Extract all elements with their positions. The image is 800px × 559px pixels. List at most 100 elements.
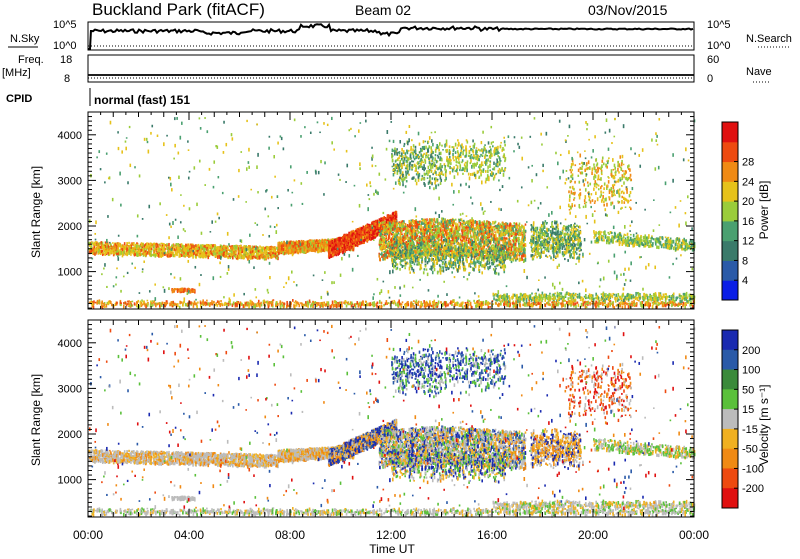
power-cell [273, 299, 275, 301]
power-cell [512, 301, 514, 303]
power-cell [492, 303, 494, 305]
power-cell [221, 303, 223, 305]
power-cell [224, 303, 226, 306]
power-cell [327, 303, 329, 306]
power-cell [257, 305, 259, 307]
power-cell [217, 304, 219, 307]
power-cell [172, 305, 174, 307]
nsky-right-tick-low: 10^0 [707, 40, 731, 52]
power-cell [469, 300, 471, 302]
power-cell [667, 296, 669, 298]
power-cell [668, 302, 670, 304]
power-cell [560, 298, 562, 300]
power-cell [253, 303, 255, 306]
power-cell [143, 301, 145, 304]
power-cell [564, 300, 566, 302]
power-cell [353, 304, 355, 306]
power-cell [155, 303, 157, 307]
power-cell [445, 305, 447, 308]
power-cell [551, 298, 553, 301]
power-cell [471, 306, 473, 309]
power-cell [130, 304, 132, 307]
power-cell [92, 305, 94, 307]
power-cell [161, 305, 163, 307]
power-cell [413, 305, 415, 309]
power-cell [235, 303, 237, 307]
power-cell [172, 301, 174, 305]
power-cell [236, 303, 238, 307]
power-cell [538, 303, 540, 305]
power-cell [560, 303, 562, 305]
power-cell [556, 302, 558, 305]
power-cell [374, 304, 376, 307]
power-cell [128, 305, 130, 307]
power-cell [334, 304, 336, 307]
power-cell [190, 301, 192, 304]
power-cell [684, 303, 686, 307]
power-cell [362, 301, 364, 304]
power-cell [489, 306, 491, 308]
power-cell [578, 304, 580, 307]
nsky-left-tick-high: 10^5 [53, 19, 77, 31]
power-cell [162, 302, 164, 305]
power-cell [457, 302, 459, 304]
power-cell [454, 304, 456, 306]
power-cell [413, 300, 415, 302]
power-cell [658, 302, 660, 304]
power-cell [495, 299, 497, 301]
power-cell [669, 295, 671, 298]
power-cell [254, 303, 256, 307]
power-cell [456, 304, 458, 306]
power-cell [487, 302, 489, 305]
power-cell [310, 305, 312, 308]
power-cell [481, 302, 483, 304]
power-cell [363, 303, 365, 306]
power-cell [282, 302, 284, 304]
power-cell [311, 303, 313, 307]
power-cell [485, 304, 487, 306]
power-cell [241, 303, 243, 306]
power-cell [206, 300, 208, 302]
power-cell [152, 304, 154, 306]
power-cell [476, 301, 478, 304]
power-cell [652, 303, 654, 305]
power-cell [444, 301, 446, 305]
power-cell [365, 301, 367, 303]
power-cell [134, 303, 136, 305]
power-cell [272, 303, 274, 306]
power-cell [531, 303, 533, 307]
power-cell [652, 305, 654, 308]
power-cell [540, 302, 542, 305]
power-cell [581, 303, 583, 307]
power-cell [398, 300, 400, 303]
cpid-label: CPID [6, 93, 32, 105]
power-cell [577, 294, 579, 296]
power-cell [611, 303, 613, 305]
power-cell [446, 304, 448, 306]
power-cell [549, 293, 551, 295]
power-cell [462, 305, 464, 308]
power-cell [424, 303, 426, 306]
power-cell [617, 293, 619, 297]
power-cell [464, 305, 466, 307]
power-cell [228, 301, 230, 303]
power-cell [648, 302, 650, 306]
power-cell [451, 301, 453, 304]
power-cell [166, 300, 168, 302]
power-cell [247, 302, 249, 304]
power-cell [218, 301, 220, 305]
power-cell [298, 302, 300, 305]
power-cell [307, 301, 309, 305]
power-cell [643, 293, 645, 296]
power-cell [573, 302, 575, 306]
power-cell [401, 303, 403, 305]
power-cell [95, 302, 97, 304]
power-cell [144, 304, 146, 307]
power-cell [438, 301, 440, 304]
power-cell [104, 306, 106, 308]
power-cell [557, 304, 559, 306]
power-cell [545, 297, 547, 299]
power-cell [386, 302, 388, 305]
date-label: 03/Nov/2015 [588, 2, 668, 18]
power-cell [250, 300, 252, 304]
